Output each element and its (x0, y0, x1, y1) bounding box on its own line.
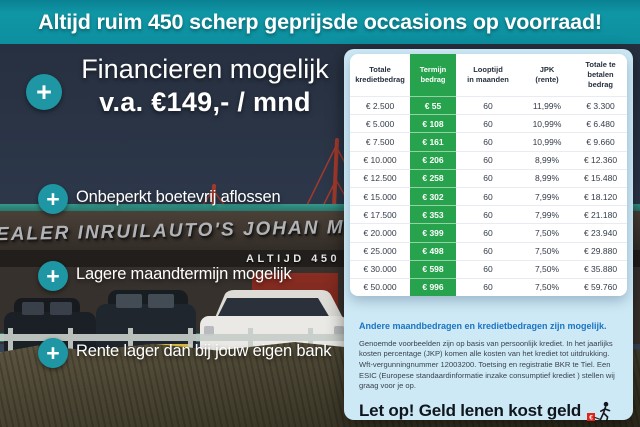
table-cell: € 50.000 (350, 277, 410, 296)
table-cell: € 29.880 (574, 241, 627, 260)
table-cell: 60 (456, 241, 520, 260)
plus-icon: + (38, 338, 68, 368)
table-cell: € 17.500 (350, 205, 410, 223)
headline-line2: v.a. €149,- / mnd (99, 87, 311, 117)
warning-text: Let op! Geld lenen kost geld (359, 401, 582, 421)
table-cell: 60 (456, 150, 520, 169)
table-cell: 7,99% (520, 186, 574, 205)
table-cell: 7,50% (520, 277, 574, 296)
table-cell: 7,50% (520, 259, 574, 278)
table-cell: € 206 (410, 150, 456, 169)
column-header: Looptijd in maanden (456, 54, 520, 96)
disclaimer-highlight: Andere maandbedragen en kredietbedragen … (359, 321, 607, 331)
column-header-text: (rente) (535, 75, 559, 84)
table-cell: 60 (456, 259, 520, 278)
column-header-text: bedrag (420, 75, 446, 84)
table-cell: 10,99% (520, 114, 574, 132)
column-header-text: Termijn (419, 64, 447, 74)
table-cell: € 598 (410, 259, 456, 278)
column-header-text: Totale (369, 64, 391, 74)
disclaimer-body: Genoemde voorbeelden zijn op basis van p… (359, 338, 615, 391)
money-drag-icon: € (587, 401, 611, 421)
finance-headline: Financieren mogelijk v.a. €149,- / mnd (64, 54, 346, 118)
table-cell: € 21.180 (574, 205, 627, 223)
table-cell: € 399 (410, 223, 456, 242)
table-cell: € 498 (410, 241, 456, 260)
table-cell: 7,50% (520, 241, 574, 260)
finance-panel: Totale kredietbedrag Termijn bedrag Looptijd… (344, 49, 633, 422)
table-cell: € 35.880 (574, 259, 627, 278)
table-cell: 60 (456, 96, 520, 114)
column-header-text: kredietbedrag (355, 75, 405, 84)
disclaimer-section: Andere maandbedragen en kredietbedragen … (359, 321, 621, 422)
table-cell: 60 (456, 114, 520, 132)
table-cell: 60 (456, 223, 520, 241)
credit-warning: Let op! Geld lenen kost geld € (359, 401, 621, 422)
table-cell: 7,50% (520, 223, 574, 241)
table-cell: € 12.360 (574, 150, 627, 169)
table-cell: 7,99% (520, 205, 574, 223)
table-cell: € 258 (410, 168, 456, 187)
column-header: Termijn bedrag (410, 54, 456, 96)
finance-table-card: Totale kredietbedrag Termijn bedrag Looptijd… (350, 54, 627, 296)
bullet-item: Onbeperkt boetevrij aflossen (76, 188, 281, 206)
column-header-text: JPK (539, 64, 555, 74)
table-cell: € 15.000 (350, 186, 410, 205)
table-cell: € 23.940 (574, 223, 627, 241)
table-cell: 11,99% (520, 96, 574, 114)
plus-glyph: + (46, 185, 60, 212)
column-header-text: in maanden (467, 75, 509, 84)
table-cell: € 5.000 (350, 114, 410, 132)
table-cell: € 6.480 (574, 114, 627, 132)
plus-icon: + (26, 74, 62, 110)
table-cell: € 12.500 (350, 168, 410, 187)
table-cell: € 996 (410, 277, 456, 296)
table-cell: 60 (456, 132, 520, 150)
table-cell: 8,99% (520, 168, 574, 187)
table-cell: € 108 (410, 114, 456, 133)
table-cell: 60 (456, 277, 520, 296)
table-cell: € 3.300 (574, 96, 627, 114)
plus-glyph: + (36, 76, 52, 107)
table-cell: € 9.660 (574, 132, 627, 150)
table-cell: 60 (456, 205, 520, 223)
table-cell: € 25.000 (350, 241, 410, 260)
table-cell: € 161 (410, 132, 456, 151)
table-cell: € 30.000 (350, 259, 410, 278)
table-cell: 60 (456, 186, 520, 205)
table-cell: € 59.760 (574, 277, 627, 296)
bullet-item: Rente lager dan bij jouw eigen bank (76, 342, 332, 360)
column-header: JPK (rente) (520, 54, 574, 96)
table-cell: € 55 (410, 96, 456, 115)
table-cell: € 7.500 (350, 132, 410, 150)
table-cell: 8,99% (520, 150, 574, 169)
column-header-text: Totale te (585, 59, 616, 69)
banner-text: Altijd ruim 450 scherp geprijsde occasio… (38, 9, 602, 34)
plus-glyph: + (46, 339, 60, 366)
euro-glyph: € (589, 414, 593, 421)
table-cell: € 15.480 (574, 168, 627, 187)
plus-icon: + (38, 261, 68, 291)
top-banner: Altijd ruim 450 scherp geprijsde occasio… (0, 0, 640, 44)
plus-icon: + (38, 184, 68, 214)
column-header-text: betalen bedrag (587, 69, 614, 90)
table-cell: € 2.500 (350, 96, 410, 114)
column-header: Totale kredietbedrag (350, 54, 410, 96)
table-cell: € 353 (410, 205, 456, 224)
table-cell: € 10.000 (350, 150, 410, 169)
column-header: Totale te betalen bedrag (574, 54, 627, 96)
plus-glyph: + (46, 262, 60, 289)
table-cell: € 302 (410, 186, 456, 206)
table-cell: 10,99% (520, 132, 574, 150)
roof-edge (0, 204, 640, 211)
table-cell: 60 (456, 168, 520, 187)
table-cell: € 18.120 (574, 186, 627, 205)
bullet-item: Lagere maandtermijn mogelijk (76, 265, 292, 283)
column-header-text: Looptijd (473, 64, 503, 74)
headline-line1: Financieren mogelijk (81, 54, 329, 84)
finance-table: Totale kredietbedrag Termijn bedrag Looptijd… (350, 54, 627, 296)
table-cell: € 20.000 (350, 223, 410, 241)
